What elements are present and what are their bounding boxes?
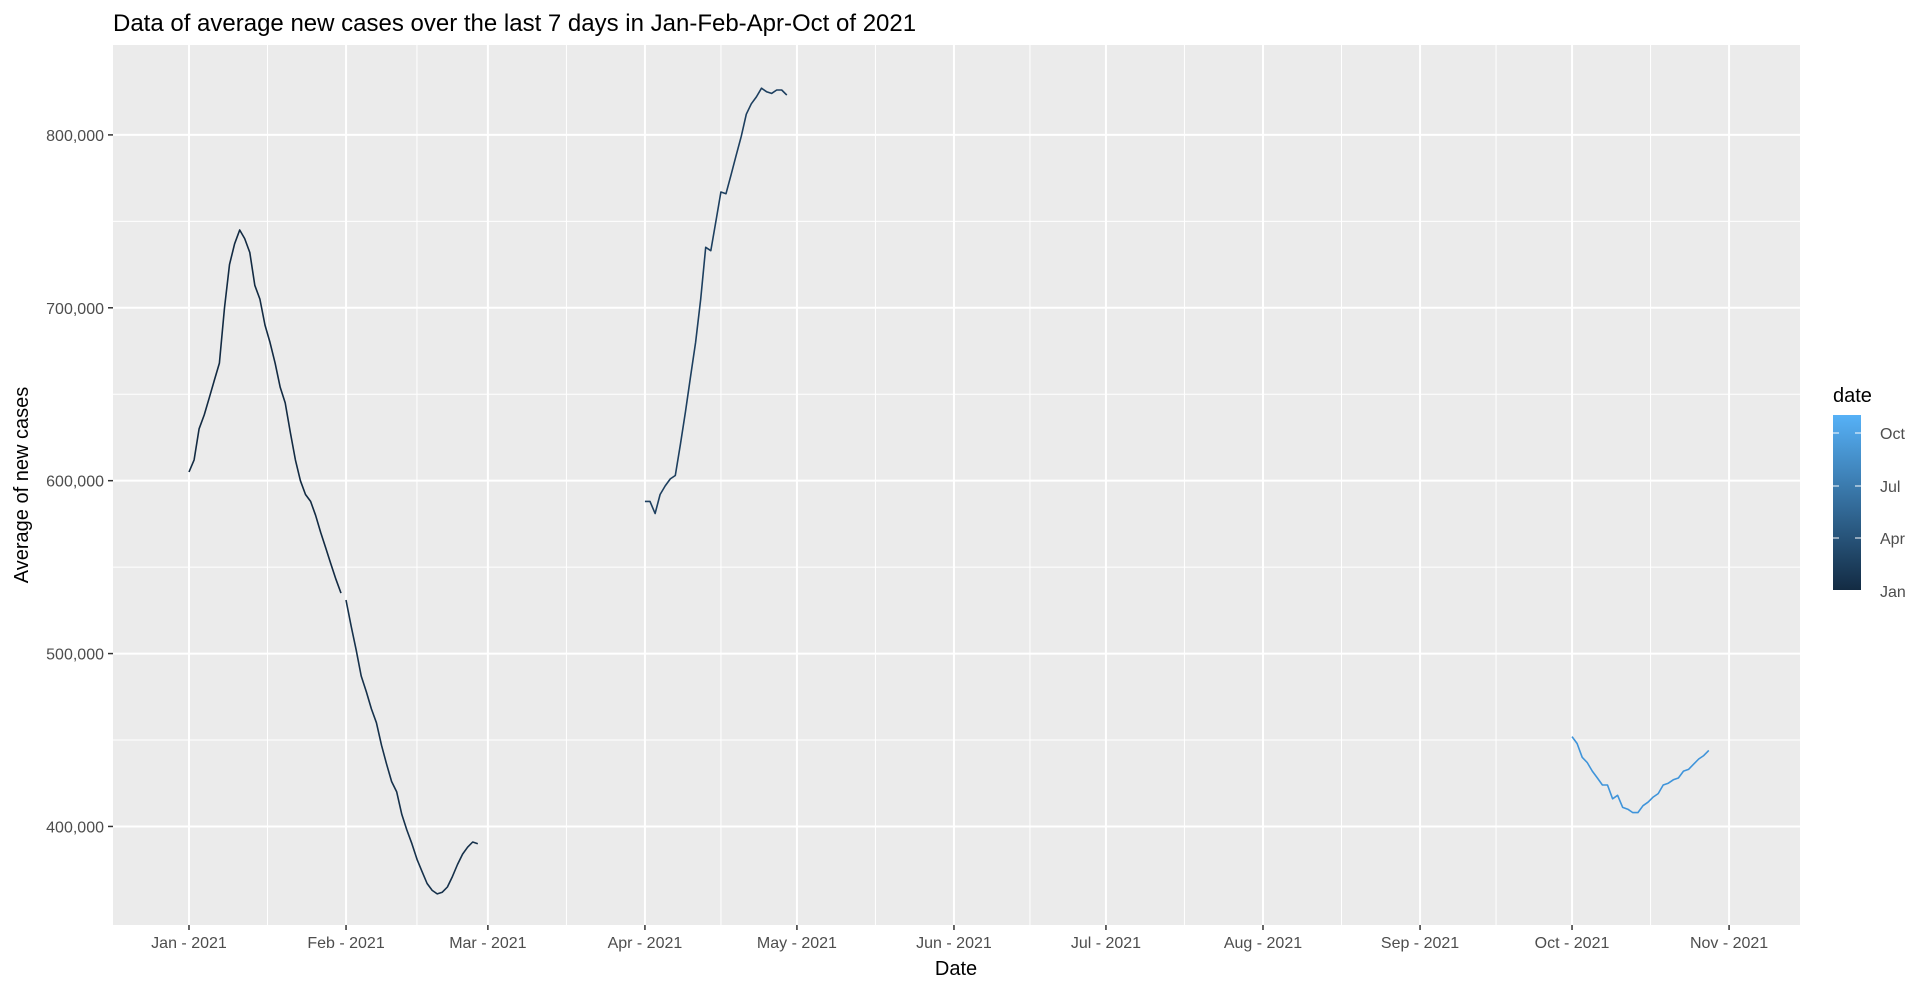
series-line-feb — [345, 599, 479, 895]
y-tick-label: 400,000 — [46, 819, 104, 836]
legend-colorbar — [1833, 415, 1861, 590]
x-tick-label: Sep - 2021 — [1381, 935, 1459, 952]
x-tick-label: Apr - 2021 — [608, 935, 683, 952]
x-axis-title: Date — [935, 958, 977, 980]
x-tick-label: Jul - 2021 — [1071, 935, 1141, 952]
chart-title: Data of average new cases over the last … — [113, 10, 916, 37]
plot-panel — [113, 45, 1800, 925]
legend-title: date — [1833, 385, 1872, 407]
legend-label: Apr — [1880, 531, 1906, 548]
x-tick-label: Nov - 2021 — [1690, 935, 1768, 952]
legend-label: Jul — [1880, 479, 1900, 496]
series-line-oct — [1571, 736, 1710, 814]
y-axis-title: Average of new cases — [11, 387, 33, 583]
y-tick-label: 600,000 — [46, 474, 104, 491]
series-line-jan — [188, 229, 342, 594]
y-axis: 400,000 500,000 600,000 700,000 800,000 — [46, 128, 113, 836]
series-line-apr — [644, 87, 788, 515]
y-tick-label: 500,000 — [46, 647, 104, 664]
y-tick-label: 700,000 — [46, 301, 104, 318]
x-tick-label: Mar - 2021 — [449, 935, 526, 952]
legend: date Oct Jul Apr Jan — [1833, 385, 1906, 601]
y-tick-label: 800,000 — [46, 128, 104, 145]
x-tick-label: Jun - 2021 — [916, 935, 992, 952]
x-tick-label: Aug - 2021 — [1224, 935, 1302, 952]
x-tick-label: May - 2021 — [757, 935, 837, 952]
x-tick-label: Oct - 2021 — [1535, 935, 1610, 952]
x-tick-label: Jan - 2021 — [151, 935, 227, 952]
legend-label: Oct — [1880, 426, 1905, 443]
legend-label: Jan — [1880, 584, 1906, 601]
x-tick-label: Feb - 2021 — [307, 935, 384, 952]
legend-ticks: Oct Jul Apr Jan — [1833, 426, 1906, 601]
x-axis: Jan - 2021 Feb - 2021 Mar - 2021 Apr - 2021… — [151, 925, 1768, 952]
grid-lines — [113, 45, 1800, 925]
series-lines — [188, 87, 1710, 895]
